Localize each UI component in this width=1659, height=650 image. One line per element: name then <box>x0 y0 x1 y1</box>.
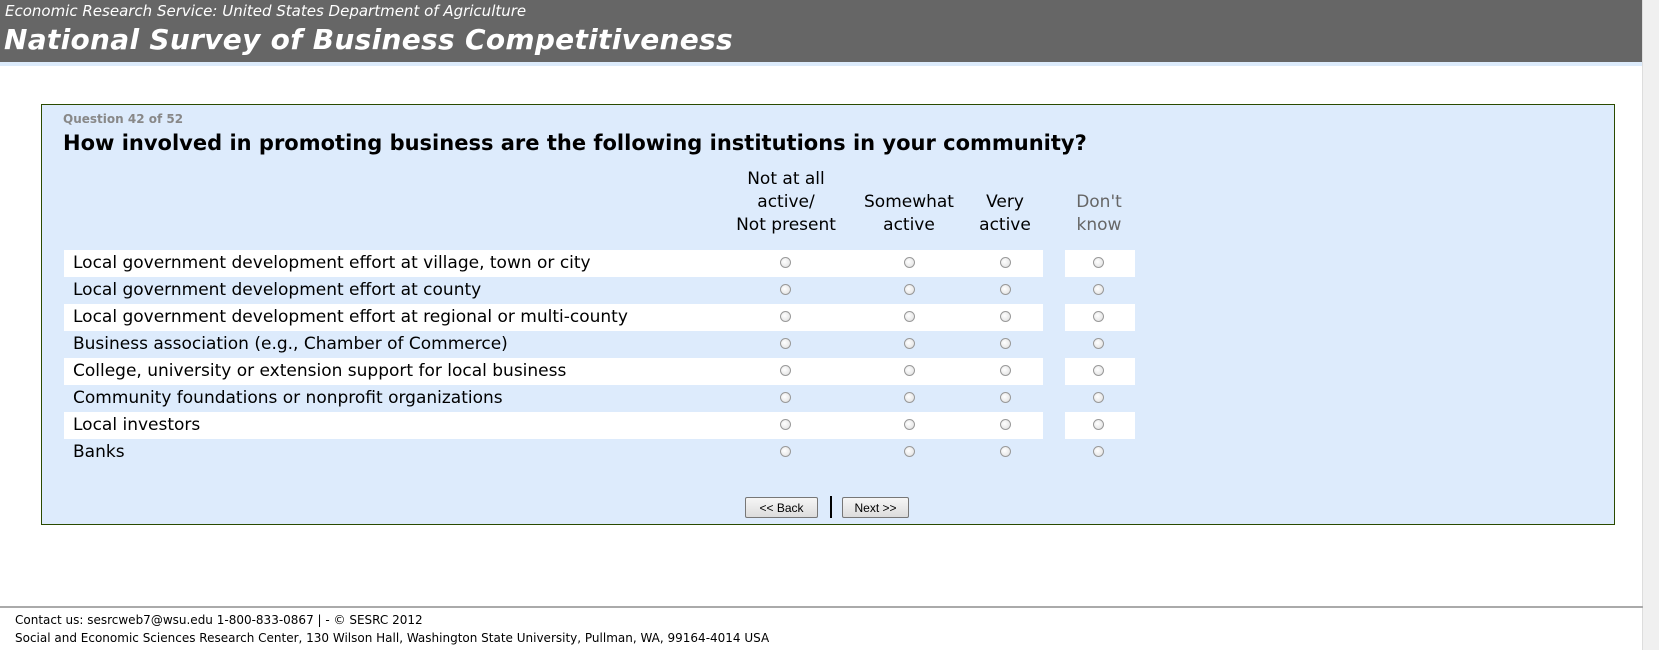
matrix-row: Local investors <box>64 412 1135 439</box>
matrix-row: Community foundations or nonprofit organ… <box>64 385 1135 412</box>
matrix-row: Banks <box>64 439 1135 466</box>
row-label: College, university or extension support… <box>73 361 567 381</box>
footer-address: Social and Economic Sciences Research Ce… <box>15 631 770 645</box>
radio-option-not-active[interactable] <box>779 365 791 376</box>
matrix-row: Business association (e.g., Chamber of C… <box>64 331 1135 358</box>
radio-option-not-active[interactable] <box>779 338 791 349</box>
radio-option-somewhat-active[interactable] <box>903 365 915 376</box>
site-header: Economic Research Service: United States… <box>0 0 1643 62</box>
row-label: Community foundations or nonprofit organ… <box>73 388 503 408</box>
radio-option-very-active[interactable] <box>999 446 1011 457</box>
radio-option-dont-know[interactable] <box>1092 257 1104 268</box>
radio-option-dont-know[interactable] <box>1092 419 1104 430</box>
radio-option-very-active[interactable] <box>999 419 1011 430</box>
footer-divider <box>0 606 1643 608</box>
radio-option-very-active[interactable] <box>999 257 1011 268</box>
agency-name: Economic Research Service: United States… <box>5 2 527 20</box>
row-label: Local government development effort at r… <box>73 307 628 327</box>
row-label: Local government development effort at v… <box>73 253 591 273</box>
question-counter: Question 42 of 52 <box>63 112 184 126</box>
row-background <box>64 304 1043 331</box>
next-button[interactable]: Next >> <box>842 497 909 518</box>
radio-option-not-active[interactable] <box>779 284 791 295</box>
row-background <box>64 358 1043 385</box>
scrollbar[interactable] <box>1642 0 1659 650</box>
row-label: Local government development effort at c… <box>73 280 482 300</box>
radio-option-somewhat-active[interactable] <box>903 311 915 322</box>
radio-option-very-active[interactable] <box>999 284 1011 295</box>
radio-option-not-active[interactable] <box>779 257 791 268</box>
radio-option-somewhat-active[interactable] <box>903 257 915 268</box>
header-divider <box>0 62 1643 66</box>
radio-option-very-active[interactable] <box>999 365 1011 376</box>
radio-option-very-active[interactable] <box>999 338 1011 349</box>
row-label: Business association (e.g., Chamber of C… <box>73 334 508 354</box>
radio-option-somewhat-active[interactable] <box>903 419 915 430</box>
button-separator <box>830 496 832 518</box>
row-background <box>64 412 1043 439</box>
radio-option-somewhat-active[interactable] <box>903 392 915 403</box>
column-header-somewhat-active: Somewhat active <box>864 192 954 235</box>
row-background <box>64 439 1043 466</box>
radio-option-somewhat-active[interactable] <box>903 446 915 457</box>
column-header-very-active: Very active <box>979 192 1031 235</box>
row-background <box>64 250 1043 277</box>
matrix-row: Local government development effort at r… <box>64 304 1135 331</box>
radio-option-dont-know[interactable] <box>1092 338 1104 349</box>
radio-option-very-active[interactable] <box>999 392 1011 403</box>
radio-option-somewhat-active[interactable] <box>903 284 915 295</box>
column-header-not-active: Not at all active/ Not present <box>736 169 836 235</box>
footer-contact: Contact us: sesrcweb7@wsu.edu 1-800-833-… <box>15 613 423 627</box>
matrix-row: College, university or extension support… <box>64 358 1135 385</box>
radio-option-not-active[interactable] <box>779 446 791 457</box>
radio-option-very-active[interactable] <box>999 311 1011 322</box>
radio-option-not-active[interactable] <box>779 419 791 430</box>
column-header-dont-know: Don't know <box>1076 192 1122 235</box>
question-text: How involved in promoting business are t… <box>63 131 1087 155</box>
radio-option-not-active[interactable] <box>779 311 791 322</box>
radio-option-dont-know[interactable] <box>1092 392 1104 403</box>
matrix-row: Local government development effort at c… <box>64 277 1135 304</box>
radio-option-dont-know[interactable] <box>1092 284 1104 295</box>
row-label: Banks <box>73 442 125 462</box>
row-label: Local investors <box>73 415 201 435</box>
survey-title: National Survey of Business Competitiven… <box>4 23 733 56</box>
radio-option-not-active[interactable] <box>779 392 791 403</box>
radio-option-somewhat-active[interactable] <box>903 338 915 349</box>
back-button[interactable]: << Back <box>745 497 818 518</box>
radio-option-dont-know[interactable] <box>1092 365 1104 376</box>
question-panel: Question 42 of 52 How involved in promot… <box>41 104 1615 525</box>
radio-option-dont-know[interactable] <box>1092 446 1104 457</box>
radio-option-dont-know[interactable] <box>1092 311 1104 322</box>
matrix-row: Local government development effort at v… <box>64 250 1135 277</box>
